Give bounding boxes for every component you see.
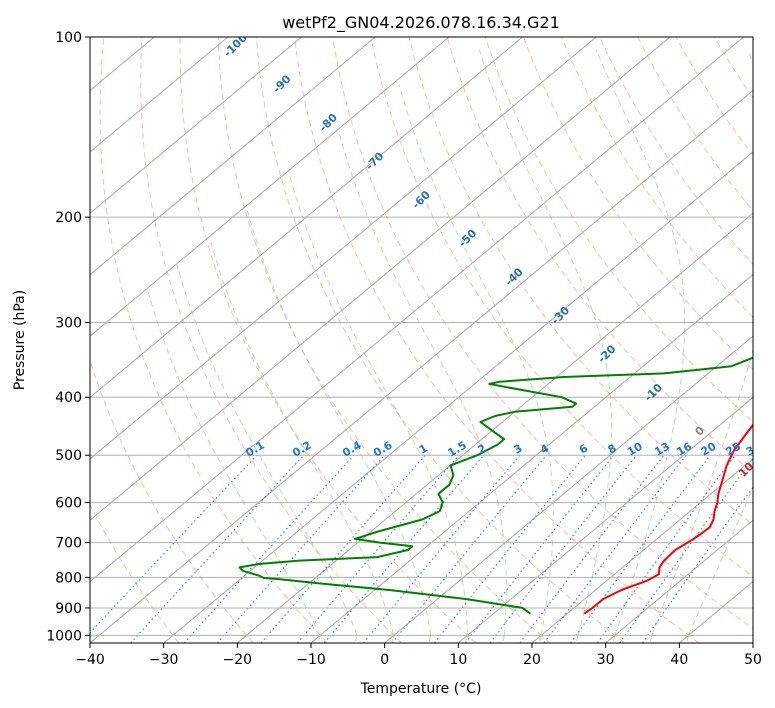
dry-adiabat [408, 37, 753, 526]
moist-adiabat-tail [612, 635, 616, 643]
isotherm [90, 37, 229, 153]
y-tick-label: 900 [55, 601, 82, 617]
moist-adiabat-tail [502, 635, 505, 643]
y-tick-label: 500 [55, 448, 82, 464]
plot-frame [89, 36, 754, 644]
isotherm [90, 89, 753, 643]
dry-adiabat [140, 37, 403, 643]
y-tick-label: 100 [55, 30, 82, 46]
x-tick-label: −10 [296, 652, 326, 668]
x-tick-label: 10 [449, 652, 467, 668]
mixing-ratio-line [130, 454, 305, 643]
dry-adiabat [446, 37, 753, 474]
moist-adiabat [688, 486, 753, 636]
mixing-ratio-line [90, 454, 258, 634]
dry-adiabat [90, 503, 180, 643]
dry-adiabat [561, 37, 753, 319]
moist-adiabat [210, 241, 395, 636]
isotherm [90, 37, 376, 276]
moist-adiabat-tail [354, 635, 358, 643]
y-tick-label: 600 [55, 496, 82, 512]
moist-adiabat-tail [686, 635, 690, 643]
moist-adiabat-tail [317, 635, 321, 643]
isotherm [90, 37, 450, 337]
moist-adiabat [478, 49, 612, 636]
x-axis-title: Temperature (°C) [360, 681, 482, 697]
moist-adiabat-tail [391, 635, 395, 643]
dry-adiabat [294, 37, 700, 643]
mixing-ratio-line [642, 486, 753, 643]
x-tick-label: 0 [380, 652, 389, 668]
moist-adiabat [147, 290, 321, 636]
isotherm [384, 335, 753, 643]
mixing-ratio-line [216, 454, 385, 643]
dewpoint-profile-line [238, 356, 753, 615]
x-tick-label: 50 [744, 652, 762, 668]
dry-adiabat [523, 37, 753, 371]
mixing-ratio-line [464, 454, 615, 643]
isotherm [531, 458, 753, 643]
y-tick-label: 1000 [46, 628, 82, 644]
chart-title: wetPf2_GN04.2026.078.16.34.G21 [282, 13, 560, 33]
isotherm [236, 212, 753, 643]
x-tick-label: −40 [75, 652, 105, 668]
y-tick-label: 800 [55, 570, 82, 586]
moist-adiabat [176, 264, 358, 636]
isotherm [163, 151, 753, 643]
dry-adiabat [90, 358, 254, 643]
dry-adiabat [217, 37, 551, 643]
moist-adiabat-tail [538, 635, 542, 643]
x-tick-label: −20 [223, 652, 253, 668]
moist-adiabat-tail [465, 635, 469, 643]
isotherm [457, 396, 753, 643]
x-tick-label: 20 [523, 652, 541, 668]
isotherm [90, 37, 671, 521]
moist-adiabat [595, 49, 686, 636]
dry-adiabat [332, 37, 753, 630]
moist-adiabat-tail [575, 635, 579, 643]
mixing-ratio-line [596, 454, 736, 643]
isotherm [605, 519, 753, 643]
y-tick-label: 200 [55, 210, 82, 226]
moist-adiabat-tail [649, 635, 653, 643]
mixing-ratio-line [362, 454, 521, 643]
x-tick-label: −30 [149, 652, 179, 668]
isotherm [90, 37, 597, 460]
dry-adiabat [99, 37, 328, 643]
isotherm [90, 37, 744, 583]
moist-adiabat [338, 133, 507, 636]
isotherm [90, 37, 523, 399]
y-tick-label: 700 [55, 536, 82, 552]
dry-adiabat [179, 37, 477, 643]
mixing-ratio-line [569, 454, 711, 643]
y-tick-label: 300 [55, 315, 82, 331]
mixing-ratio-line [619, 457, 753, 643]
mixing-ratio-label: 30 [744, 440, 764, 459]
moist-adiabat-tail [428, 635, 432, 643]
y-axis-title: Pressure (hPa) [12, 290, 28, 390]
temperature-profile-line [583, 423, 753, 615]
dry-adiabat [484, 37, 753, 423]
isotherm [310, 274, 753, 643]
mixing-ratio-line [391, 454, 547, 643]
moist-adiabat [246, 210, 432, 636]
moist-adiabat [651, 49, 753, 636]
x-tick-label: 30 [597, 652, 615, 668]
y-tick-label: 400 [55, 390, 82, 406]
moist-adiabat [398, 84, 554, 636]
x-tick-label: 40 [670, 652, 688, 668]
isotherm [90, 37, 302, 214]
